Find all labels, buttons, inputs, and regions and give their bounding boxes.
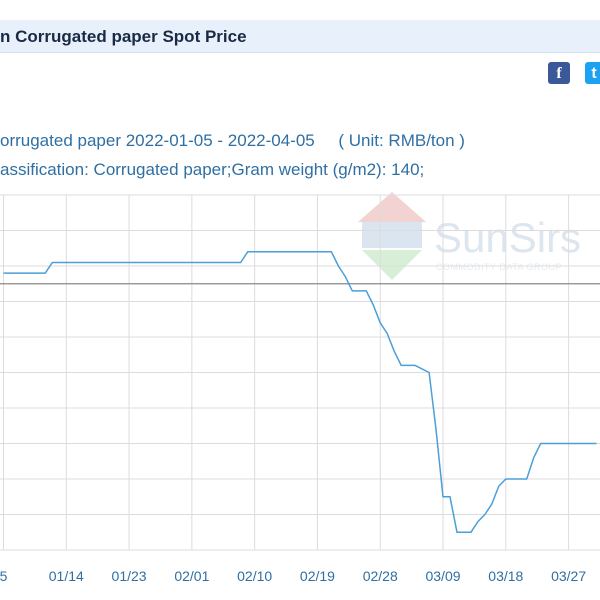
x-tick-label: 5 bbox=[0, 568, 8, 584]
chart-grid bbox=[0, 194, 600, 551]
x-tick-label: 01/14 bbox=[49, 568, 84, 584]
twitter-icon[interactable]: t bbox=[585, 62, 600, 84]
page-title: n Corrugated paper Spot Price bbox=[0, 27, 247, 46]
x-axis-ticks: 5 01/14 01/23 02/01 02/10 02/19 02/28 03/09 03/1… bbox=[0, 568, 586, 584]
x-tick-label: 03/18 bbox=[488, 568, 523, 584]
chart-heading-range: 2022-01-05 - 2022-04-05 bbox=[125, 131, 315, 150]
x-tick-label: 03/09 bbox=[425, 568, 460, 584]
x-tick-label: 01/23 bbox=[112, 568, 147, 584]
chart-heading-unit: ( Unit: RMB/ton ) bbox=[338, 131, 465, 150]
series-layer bbox=[3, 251, 597, 534]
watermark-text: SunSirs bbox=[434, 214, 581, 261]
chart-classification: assification: Corrugated paper;Gram weig… bbox=[0, 160, 425, 179]
chart-heading: orrugated paper 2022-01-05 - 2022-04-05 … bbox=[0, 131, 465, 151]
facebook-icon[interactable]: f bbox=[548, 62, 570, 84]
x-tick-label: 02/10 bbox=[237, 568, 272, 584]
x-tick-label: 03/27 bbox=[551, 568, 586, 584]
sunsirs-watermark: SunSirs COMMODITY DATA GROUP bbox=[358, 192, 581, 280]
x-tick-label: 02/19 bbox=[300, 568, 335, 584]
watermark-subtext: COMMODITY DATA GROUP bbox=[436, 262, 562, 272]
chart-heading-series: orrugated paper bbox=[0, 131, 121, 150]
x-tick-label: 02/28 bbox=[363, 568, 398, 584]
series-line bbox=[3, 251, 597, 534]
x-tick-label: 02/01 bbox=[174, 568, 209, 584]
title-bar: n Corrugated paper Spot Price bbox=[0, 20, 600, 53]
sunsirs-logo-icon bbox=[358, 192, 426, 280]
